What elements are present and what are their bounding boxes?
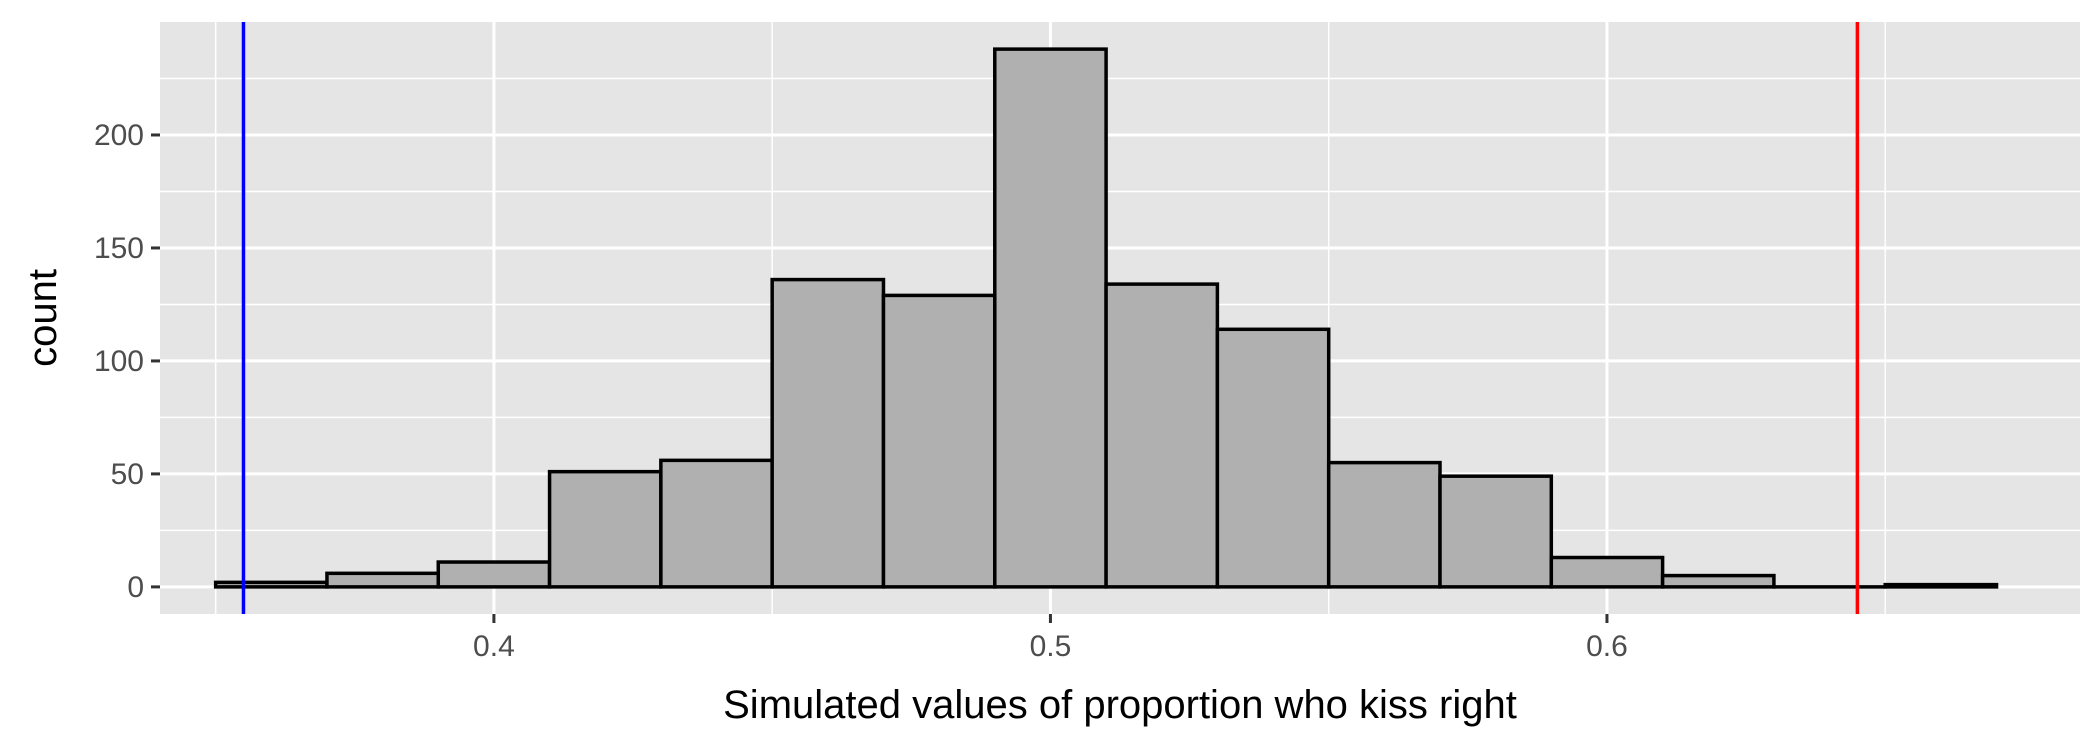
histogram-bar: [1215, 327, 1331, 589]
histogram-bar: [1883, 582, 1999, 589]
histogram-bar: [881, 293, 997, 589]
x-axis: 0.4 0.5 0.6: [473, 614, 1628, 663]
y-axis-title: count: [21, 269, 65, 367]
histogram-bar: [1660, 573, 1776, 589]
histogram-bar: [213, 580, 329, 589]
x-axis-title: Simulated values of proportion who kiss …: [723, 683, 1517, 727]
y-axis: 0 50 100 150 200: [94, 119, 160, 604]
histogram-bar: [547, 469, 663, 589]
histogram-bar: [770, 277, 886, 589]
histogram-bar: [436, 560, 552, 589]
histogram-bar: [1104, 282, 1220, 589]
y-tick-label: 150: [94, 232, 144, 265]
histogram-bar: [1549, 555, 1665, 589]
y-tick-label: 100: [94, 345, 144, 378]
y-tick-label: 200: [94, 119, 144, 152]
reference-lines: [241, 22, 1860, 614]
histogram-bar: [1438, 474, 1554, 589]
y-tick-label: 50: [111, 458, 144, 491]
histogram-bar: [1326, 460, 1442, 589]
y-tick-label: 0: [127, 571, 144, 604]
histogram-bar: [993, 47, 1108, 589]
histogram-bar: [659, 458, 774, 589]
x-tick-label: 0.6: [1586, 630, 1628, 663]
x-tick-label: 0.5: [1030, 630, 1072, 663]
histogram-bar: [325, 571, 441, 589]
x-tick-label: 0.4: [473, 630, 515, 663]
histogram-bars: [213, 47, 1999, 589]
